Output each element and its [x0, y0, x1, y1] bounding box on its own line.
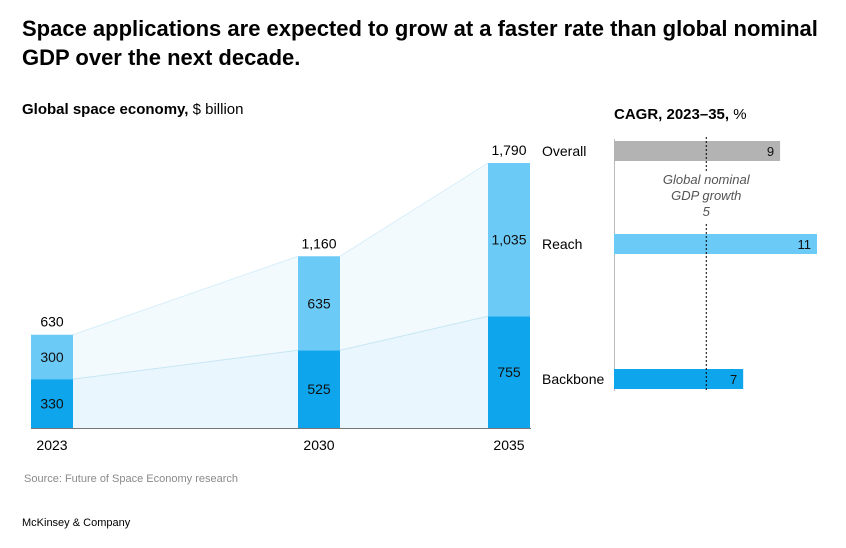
cagr-value-overall: 9 — [767, 144, 774, 159]
reach-band-2 — [340, 163, 488, 351]
right-chart-subtitle: CAGR, 2023–35, % — [614, 106, 747, 123]
source-note: Source: Future of Space Economy research — [24, 473, 238, 485]
backbone-connector-2 — [339, 315, 489, 351]
backbone-band-2 — [340, 316, 488, 428]
bar-reach-2035 — [488, 163, 530, 317]
cagr-category-reach: Reach — [542, 236, 582, 252]
value-label-backbone-2035: 755 — [497, 364, 521, 380]
gdp-growth-value: 5 — [703, 204, 711, 219]
cagr-category-backbone: Backbone — [542, 371, 604, 387]
cagr-bar-overall — [614, 141, 781, 161]
total-label-2023: 630 — [40, 314, 64, 330]
left-chart-subtitle: Global space economy, $ billion — [22, 101, 244, 118]
cagr-bar-backbone — [614, 369, 744, 389]
chart-title: Space applications are expected to grow … — [22, 16, 818, 70]
x-tick-label-2030: 2030 — [303, 437, 334, 453]
value-label-backbone-2030: 525 — [307, 381, 331, 397]
total-label-2035: 1,790 — [491, 142, 526, 158]
right-subtitle-bold: CAGR, 2023–35, — [614, 106, 730, 123]
x-tick-label-2023: 2023 — [36, 437, 67, 453]
bar-backbone-2023 — [31, 379, 73, 428]
reach-band-1 — [73, 256, 298, 380]
bar-reach-2030 — [298, 256, 340, 351]
value-label-reach-2030: 635 — [307, 295, 331, 311]
brand-logo-text: McKinsey & Company — [22, 517, 131, 529]
bar-backbone-2030 — [298, 350, 340, 428]
cagr-value-backbone: 7 — [730, 372, 737, 387]
backbone-band-1 — [73, 350, 298, 428]
left-subtitle-unit: $ billion — [192, 101, 244, 118]
right-subtitle-unit: % — [733, 106, 747, 123]
gdp-growth-label-line-1: Global nominal — [663, 172, 751, 187]
x-tick-label-2035: 2035 — [493, 437, 524, 453]
value-label-reach-2023: 300 — [40, 349, 64, 365]
cagr-category-overall: Overall — [542, 143, 586, 159]
value-label-backbone-2023: 330 — [40, 396, 64, 412]
total-label-2030: 1,160 — [301, 235, 336, 251]
cagr-value-reach: 11 — [798, 237, 812, 252]
gdp-growth-label-line-2: GDP growth — [671, 188, 741, 203]
bar-backbone-2035 — [488, 316, 530, 428]
bar-reach-2023 — [31, 334, 73, 380]
left-subtitle-bold: Global space economy, — [22, 101, 189, 118]
total-connector-2 — [339, 162, 489, 257]
cagr-bar-reach — [614, 234, 817, 254]
backbone-connector-1 — [72, 349, 299, 380]
total-connector-1 — [72, 255, 299, 336]
value-label-reach-2035: 1,035 — [491, 232, 526, 248]
